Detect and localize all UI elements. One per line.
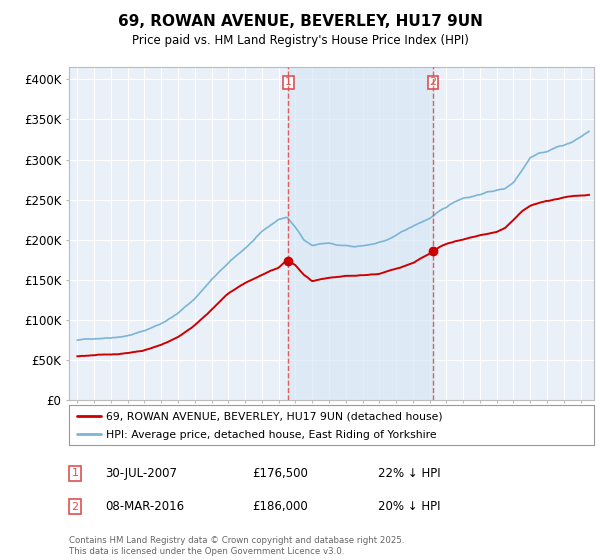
- Text: 1: 1: [71, 468, 79, 478]
- Bar: [289, 67, 433, 400]
- Text: 69, ROWAN AVENUE, BEVERLEY, HU17 9UN (detached house): 69, ROWAN AVENUE, BEVERLEY, HU17 9UN (de…: [106, 411, 442, 421]
- Text: 1: 1: [285, 77, 292, 87]
- Text: HPI: Average price, detached house, East Riding of Yorkshire: HPI: Average price, detached house, East…: [106, 430, 436, 440]
- Text: 22% ↓ HPI: 22% ↓ HPI: [378, 466, 440, 480]
- Text: Price paid vs. HM Land Registry's House Price Index (HPI): Price paid vs. HM Land Registry's House …: [131, 34, 469, 46]
- Text: Contains HM Land Registry data © Crown copyright and database right 2025.
This d: Contains HM Land Registry data © Crown c…: [69, 536, 404, 556]
- Text: £176,500: £176,500: [252, 466, 308, 480]
- Text: 08-MAR-2016: 08-MAR-2016: [105, 500, 184, 514]
- Text: 2: 2: [71, 502, 79, 512]
- Text: £186,000: £186,000: [252, 500, 308, 514]
- Text: 2: 2: [429, 77, 436, 87]
- Text: 30-JUL-2007: 30-JUL-2007: [105, 466, 177, 480]
- Text: 20% ↓ HPI: 20% ↓ HPI: [378, 500, 440, 514]
- Text: 69, ROWAN AVENUE, BEVERLEY, HU17 9UN: 69, ROWAN AVENUE, BEVERLEY, HU17 9UN: [118, 14, 482, 29]
